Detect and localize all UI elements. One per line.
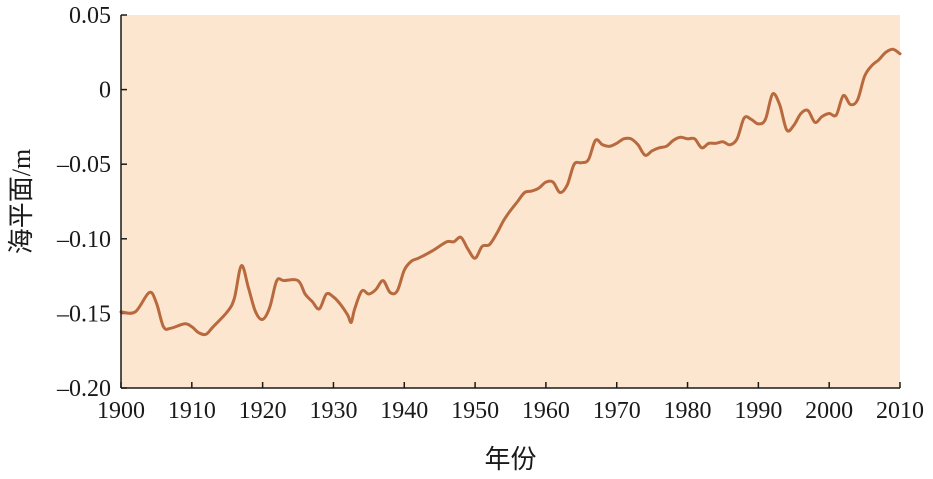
x-tick-label: 2010	[876, 398, 924, 424]
x-axis-title: 年份	[484, 445, 536, 474]
x-tick-label: 1920	[239, 398, 287, 424]
x-tick-label: 2000	[805, 398, 853, 424]
x-tick-label: 1980	[664, 398, 712, 424]
x-axis-ticks: 1900 1910 1920 1930 1940 1950 1960 1970 1980 1990…	[97, 382, 924, 424]
x-tick-label: 1930	[309, 398, 357, 424]
x-tick-label: 1900	[97, 398, 145, 424]
y-tick-label: –0.10	[56, 227, 111, 253]
x-tick-label: 1970	[593, 398, 641, 424]
x-tick-label: 1990	[734, 398, 782, 424]
x-tick-label: 1950	[451, 398, 499, 424]
x-tick-label: 1960	[522, 398, 570, 424]
sea-level-line	[119, 47, 902, 337]
y-tick-label: –0.05	[56, 152, 111, 178]
y-tick-label: –0.15	[56, 301, 111, 327]
y-tick-label: 0.05	[69, 3, 111, 29]
x-tick-label: 1910	[168, 398, 216, 424]
y-tick-label: –0.20	[56, 376, 111, 402]
plot-area	[121, 15, 900, 388]
y-tick-label: 0	[99, 78, 111, 104]
y-axis-ticks: 0.05 0 –0.05 –0.10 –0.15 –0.20	[56, 3, 127, 402]
y-axis-title: 海平面/m	[7, 149, 36, 254]
x-tick-label: 1940	[380, 398, 428, 424]
